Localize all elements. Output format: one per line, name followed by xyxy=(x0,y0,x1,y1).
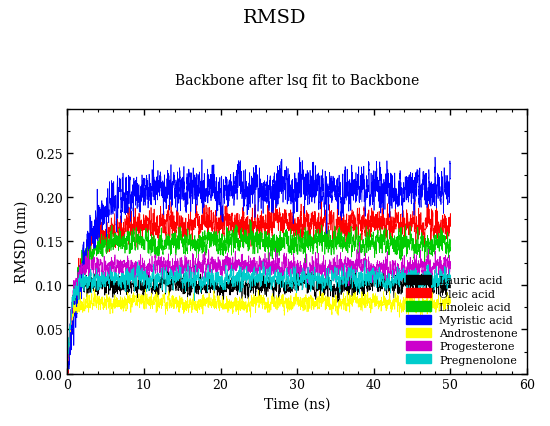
Y-axis label: RMSD (nm): RMSD (nm) xyxy=(15,201,29,282)
X-axis label: Time (ns): Time (ns) xyxy=(264,397,331,411)
Title: Backbone after lsq fit to Backbone: Backbone after lsq fit to Backbone xyxy=(175,73,419,87)
Legend: Lauric acid, Oleic acid, Linoleic acid, Myristic acid, Androstenone, Progesteron: Lauric acid, Oleic acid, Linoleic acid, … xyxy=(403,272,521,368)
Text: RMSD: RMSD xyxy=(243,9,307,26)
